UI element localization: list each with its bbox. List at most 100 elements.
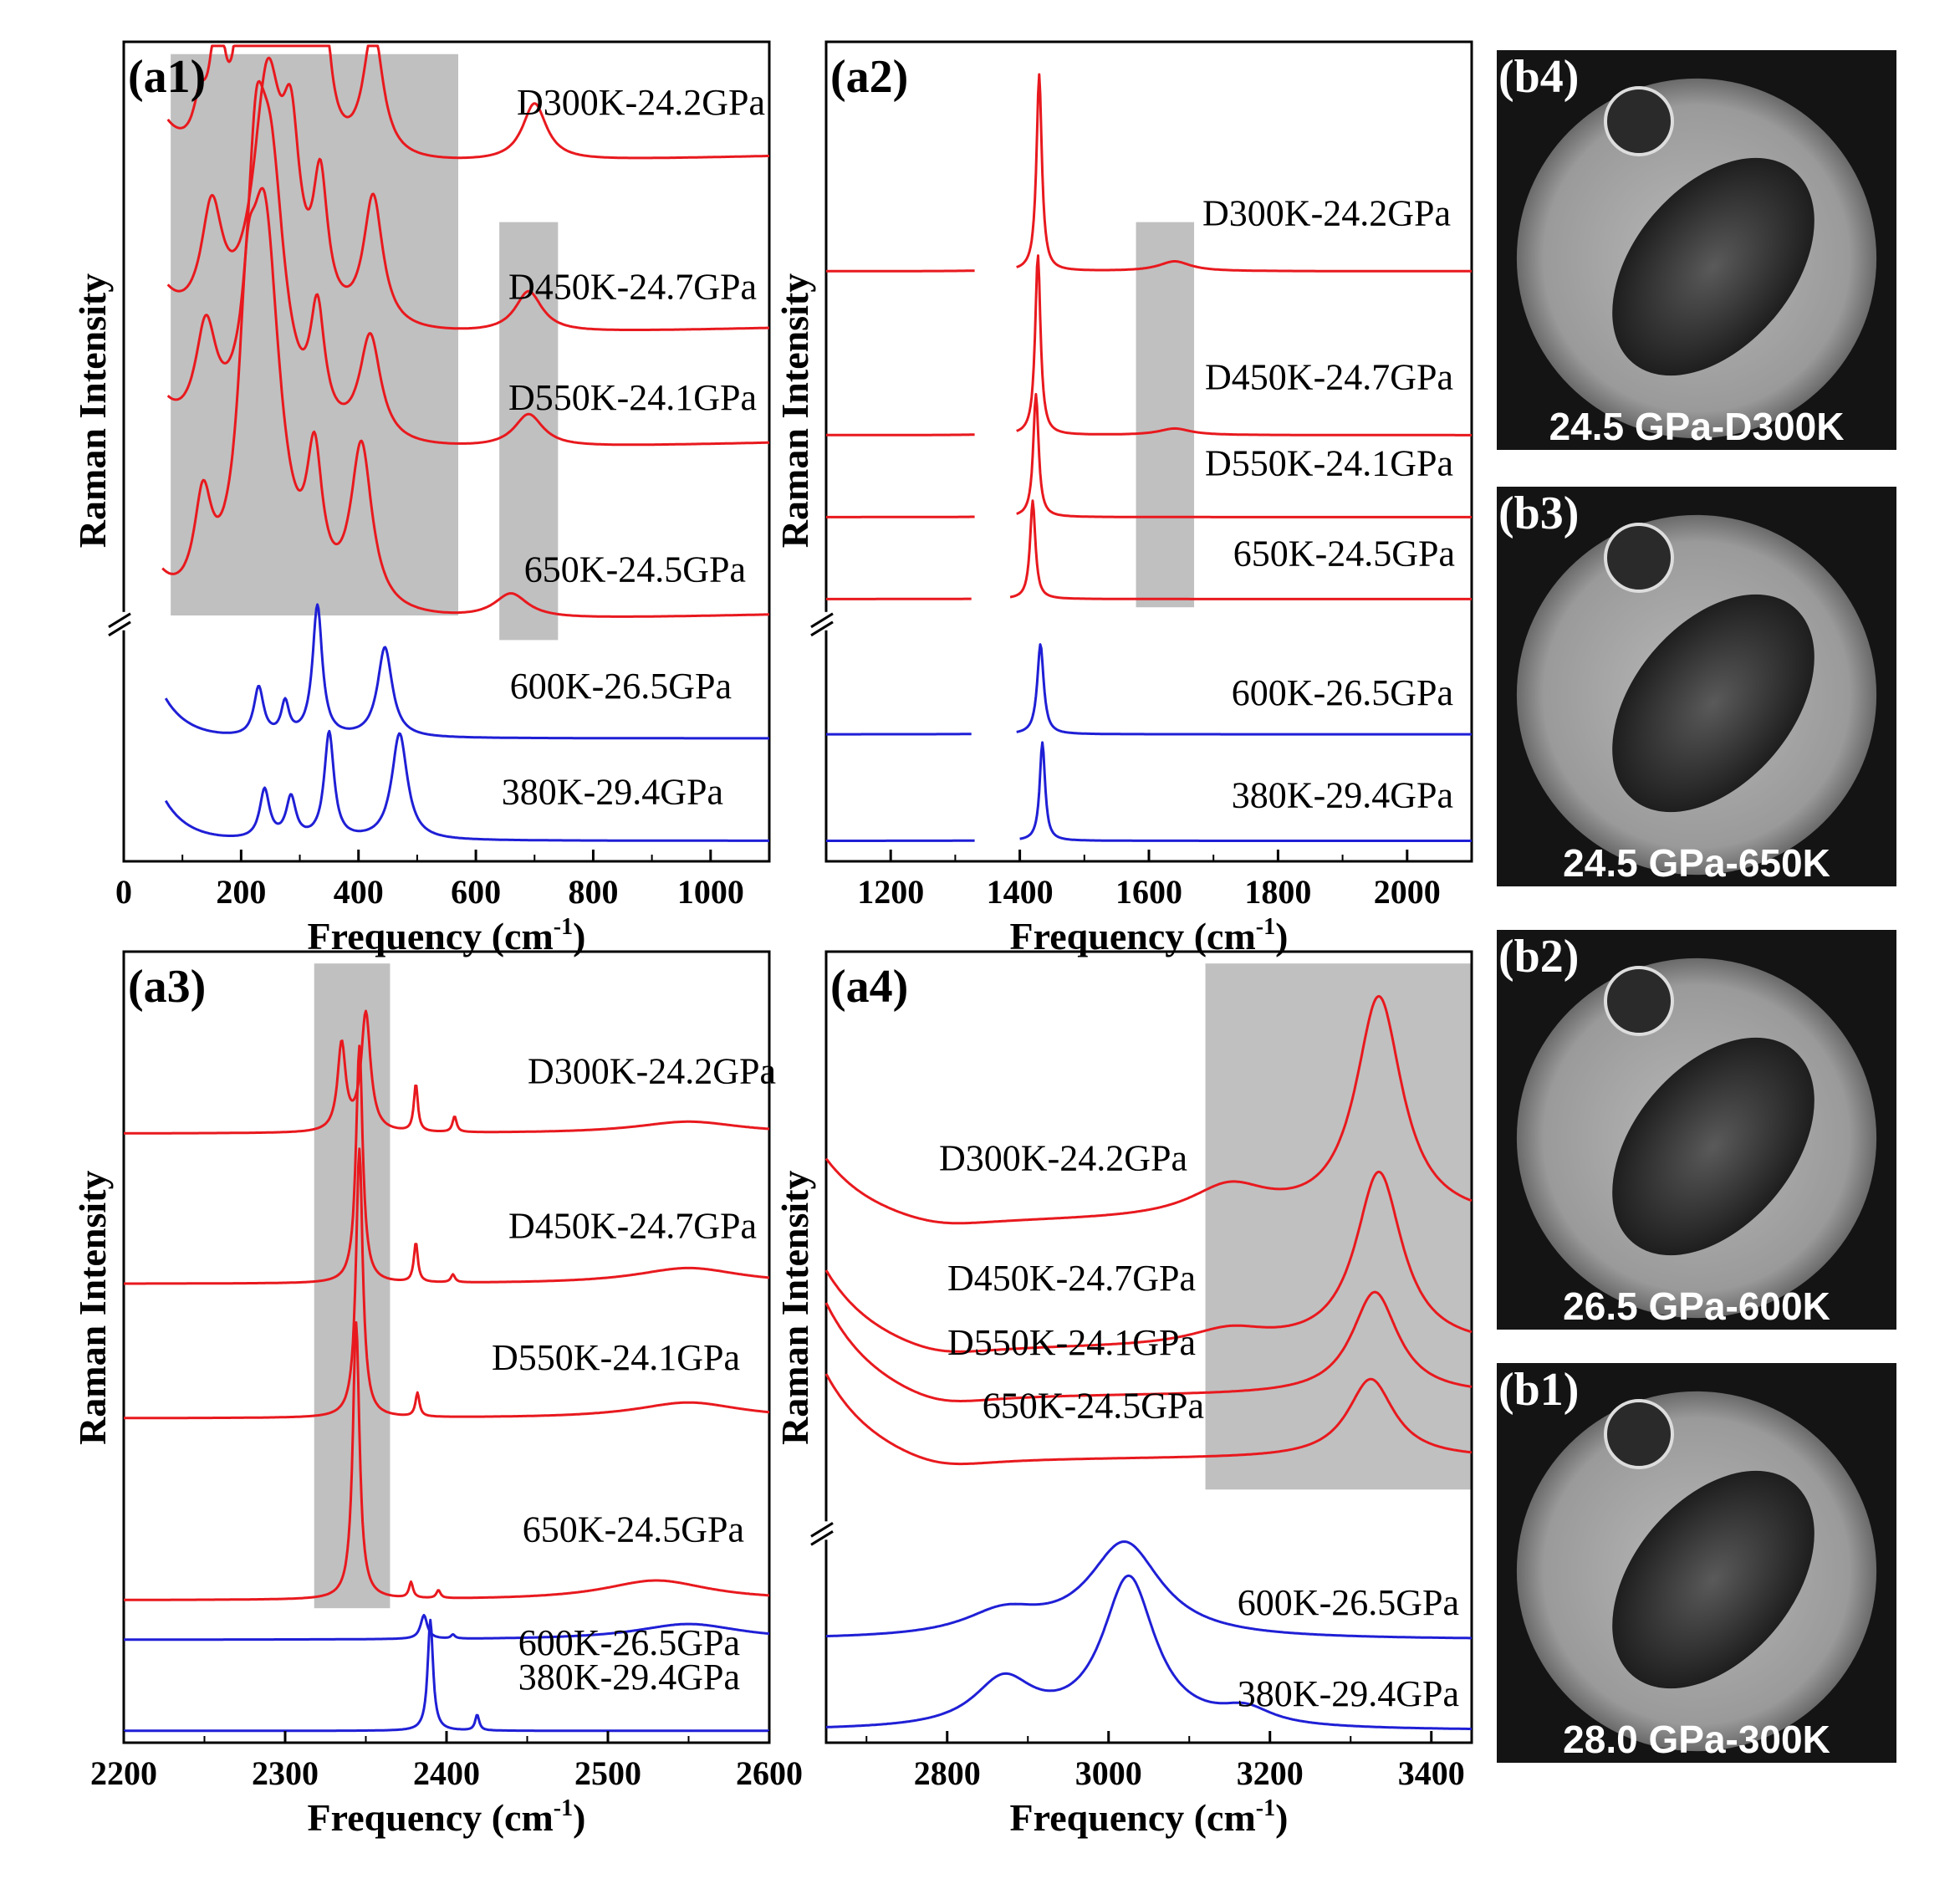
series-label: 600K-26.5GPa	[1238, 1582, 1459, 1623]
panel-a4: D300K-24.2GPa D450K-24.7GPa D550K-24.1GPa 6…	[773, 950, 1473, 1839]
series-label: D450K-24.7GPa	[508, 267, 757, 308]
ruby-sphere	[1604, 966, 1674, 1036]
x-tick-label: 2200	[90, 1754, 157, 1792]
x-tick-label: 2500	[574, 1754, 641, 1792]
ruby-sphere	[1604, 523, 1674, 593]
x-tick-label: 3200	[1237, 1754, 1304, 1792]
micrograph-tag: (b2)	[1498, 931, 1579, 983]
micrograph-3: (b2) 26.5 GPa-600K	[1497, 930, 1896, 1330]
panel-label: (a3)	[128, 961, 206, 1013]
series-label: D450K-24.7GPa	[1205, 356, 1453, 397]
x-axis-title: Frequency (cm-1)	[308, 1795, 586, 1839]
x-tick-label: 1200	[857, 873, 924, 911]
series-label: D300K-24.2GPa	[939, 1138, 1187, 1179]
x-tick-label: 400	[334, 873, 384, 911]
micrograph-tag: (b1)	[1498, 1364, 1579, 1416]
series-label: D550K-24.1GPa	[508, 377, 757, 418]
series-line	[825, 643, 1473, 736]
series-line	[824, 1373, 1473, 1466]
x-axis-title: Frequency (cm-1)	[1010, 1795, 1289, 1839]
series-label: D450K-24.7GPa	[508, 1205, 757, 1246]
shaded-region	[314, 963, 390, 1609]
series-line	[825, 499, 1473, 600]
series-line	[123, 1044, 770, 1285]
panel-a3: D300K-24.2GPa D450K-24.7GPa D550K-24.1GPa 6…	[71, 950, 803, 1839]
micrograph-2: (b3) 24.5 GPa-650K	[1497, 487, 1896, 886]
panel-label: (a2)	[830, 51, 908, 103]
series-line	[123, 1009, 770, 1135]
series-label: 600K-26.5GPa	[510, 666, 732, 707]
series-line	[166, 79, 770, 447]
series-label: 380K-29.4GPa	[1232, 775, 1453, 816]
axis-break-mark	[107, 611, 140, 637]
series-line	[123, 1321, 770, 1601]
micrograph-tag: (b3)	[1498, 488, 1579, 539]
axes-frame	[824, 950, 1473, 1744]
series-line	[825, 1574, 1473, 1730]
series-label: 650K-24.5GPa	[983, 1385, 1204, 1426]
series-label: 650K-24.5GPa	[523, 1509, 744, 1550]
x-tick-label: 0	[115, 873, 132, 911]
series-label: D450K-24.7GPa	[947, 1258, 1196, 1299]
axis-break-mark	[809, 611, 843, 637]
panel-a2: D300K-24.2GPa D450K-24.7GPa D550K-24.1GPa 6…	[773, 40, 1473, 957]
x-tick-label: 800	[568, 873, 618, 911]
series-line	[164, 729, 770, 842]
series-line	[123, 1618, 770, 1733]
series-line	[824, 1290, 1473, 1402]
y-axis-title: Raman Intensity	[71, 273, 114, 548]
micrograph-tag: (b4)	[1498, 51, 1579, 103]
panel-label: (a1)	[128, 51, 206, 103]
series-label: 380K-29.4GPa	[1238, 1673, 1459, 1714]
series-label: 380K-29.4GPa	[518, 1657, 740, 1698]
sample-crystal	[1612, 157, 1815, 376]
series-label: D550K-24.1GPa	[1205, 442, 1453, 483]
axes-frame	[122, 40, 771, 863]
panel-label: (a4)	[830, 961, 908, 1013]
micrograph-caption: 28.0 GPa-300K	[1563, 1718, 1830, 1761]
panel-a1: D300K-24.2GPa D450K-24.7GPa D550K-24.1GPa 6…	[71, 40, 771, 957]
sample-crystal	[1612, 1037, 1815, 1256]
series-line	[825, 73, 1473, 273]
series-line	[123, 1147, 770, 1420]
y-axis-title: Raman Intensity	[71, 1170, 114, 1444]
series-line	[161, 186, 770, 618]
x-tick-label: 1800	[1244, 873, 1311, 911]
axis-break-mark	[809, 1521, 843, 1546]
micrograph-caption: 24.5 GPa-D300K	[1549, 405, 1845, 448]
series-label: 600K-26.5GPa	[518, 1622, 740, 1663]
x-tick-label: 600	[451, 873, 501, 911]
series-label: D300K-24.2GPa	[528, 1051, 776, 1092]
series-line	[825, 1540, 1473, 1640]
series-line	[824, 994, 1473, 1225]
micrograph-caption: 24.5 GPa-650K	[1563, 841, 1830, 885]
x-tick-label: 2400	[413, 1754, 480, 1792]
series-label: 650K-24.5GPa	[524, 549, 746, 590]
series-line	[825, 392, 1473, 518]
x-tick-label: 3400	[1398, 1754, 1465, 1792]
series-label: 650K-24.5GPa	[1233, 533, 1455, 574]
series-label: 600K-26.5GPa	[1232, 672, 1453, 713]
series-label: D550K-24.1GPa	[947, 1322, 1196, 1363]
micrograph-caption: 26.5 GPa-600K	[1563, 1284, 1830, 1328]
series-label: D550K-24.1GPa	[492, 1337, 740, 1378]
y-axis-title: Raman Intensity	[773, 1170, 816, 1444]
x-tick-label: 1400	[987, 873, 1054, 911]
x-tick-label: 1000	[677, 873, 744, 911]
x-tick-label: 2000	[1374, 873, 1441, 911]
micrograph-4: (b1) 28.0 GPa-300K	[1497, 1363, 1896, 1763]
series-label: D300K-24.2GPa	[517, 82, 765, 123]
series-line	[164, 603, 770, 740]
x-tick-label: 1600	[1115, 873, 1182, 911]
ruby-sphere	[1604, 1399, 1674, 1469]
series-label: 380K-29.4GPa	[502, 772, 723, 813]
series-line	[824, 1170, 1473, 1353]
shaded-region	[1136, 222, 1195, 608]
series-line	[825, 741, 1473, 842]
series-line	[166, 44, 770, 160]
micrograph-1: (b4) 24.5 GPa-D300K	[1497, 50, 1896, 450]
series-line	[166, 56, 770, 331]
x-tick-label: 200	[216, 873, 266, 911]
x-tick-label: 2800	[914, 1754, 981, 1792]
